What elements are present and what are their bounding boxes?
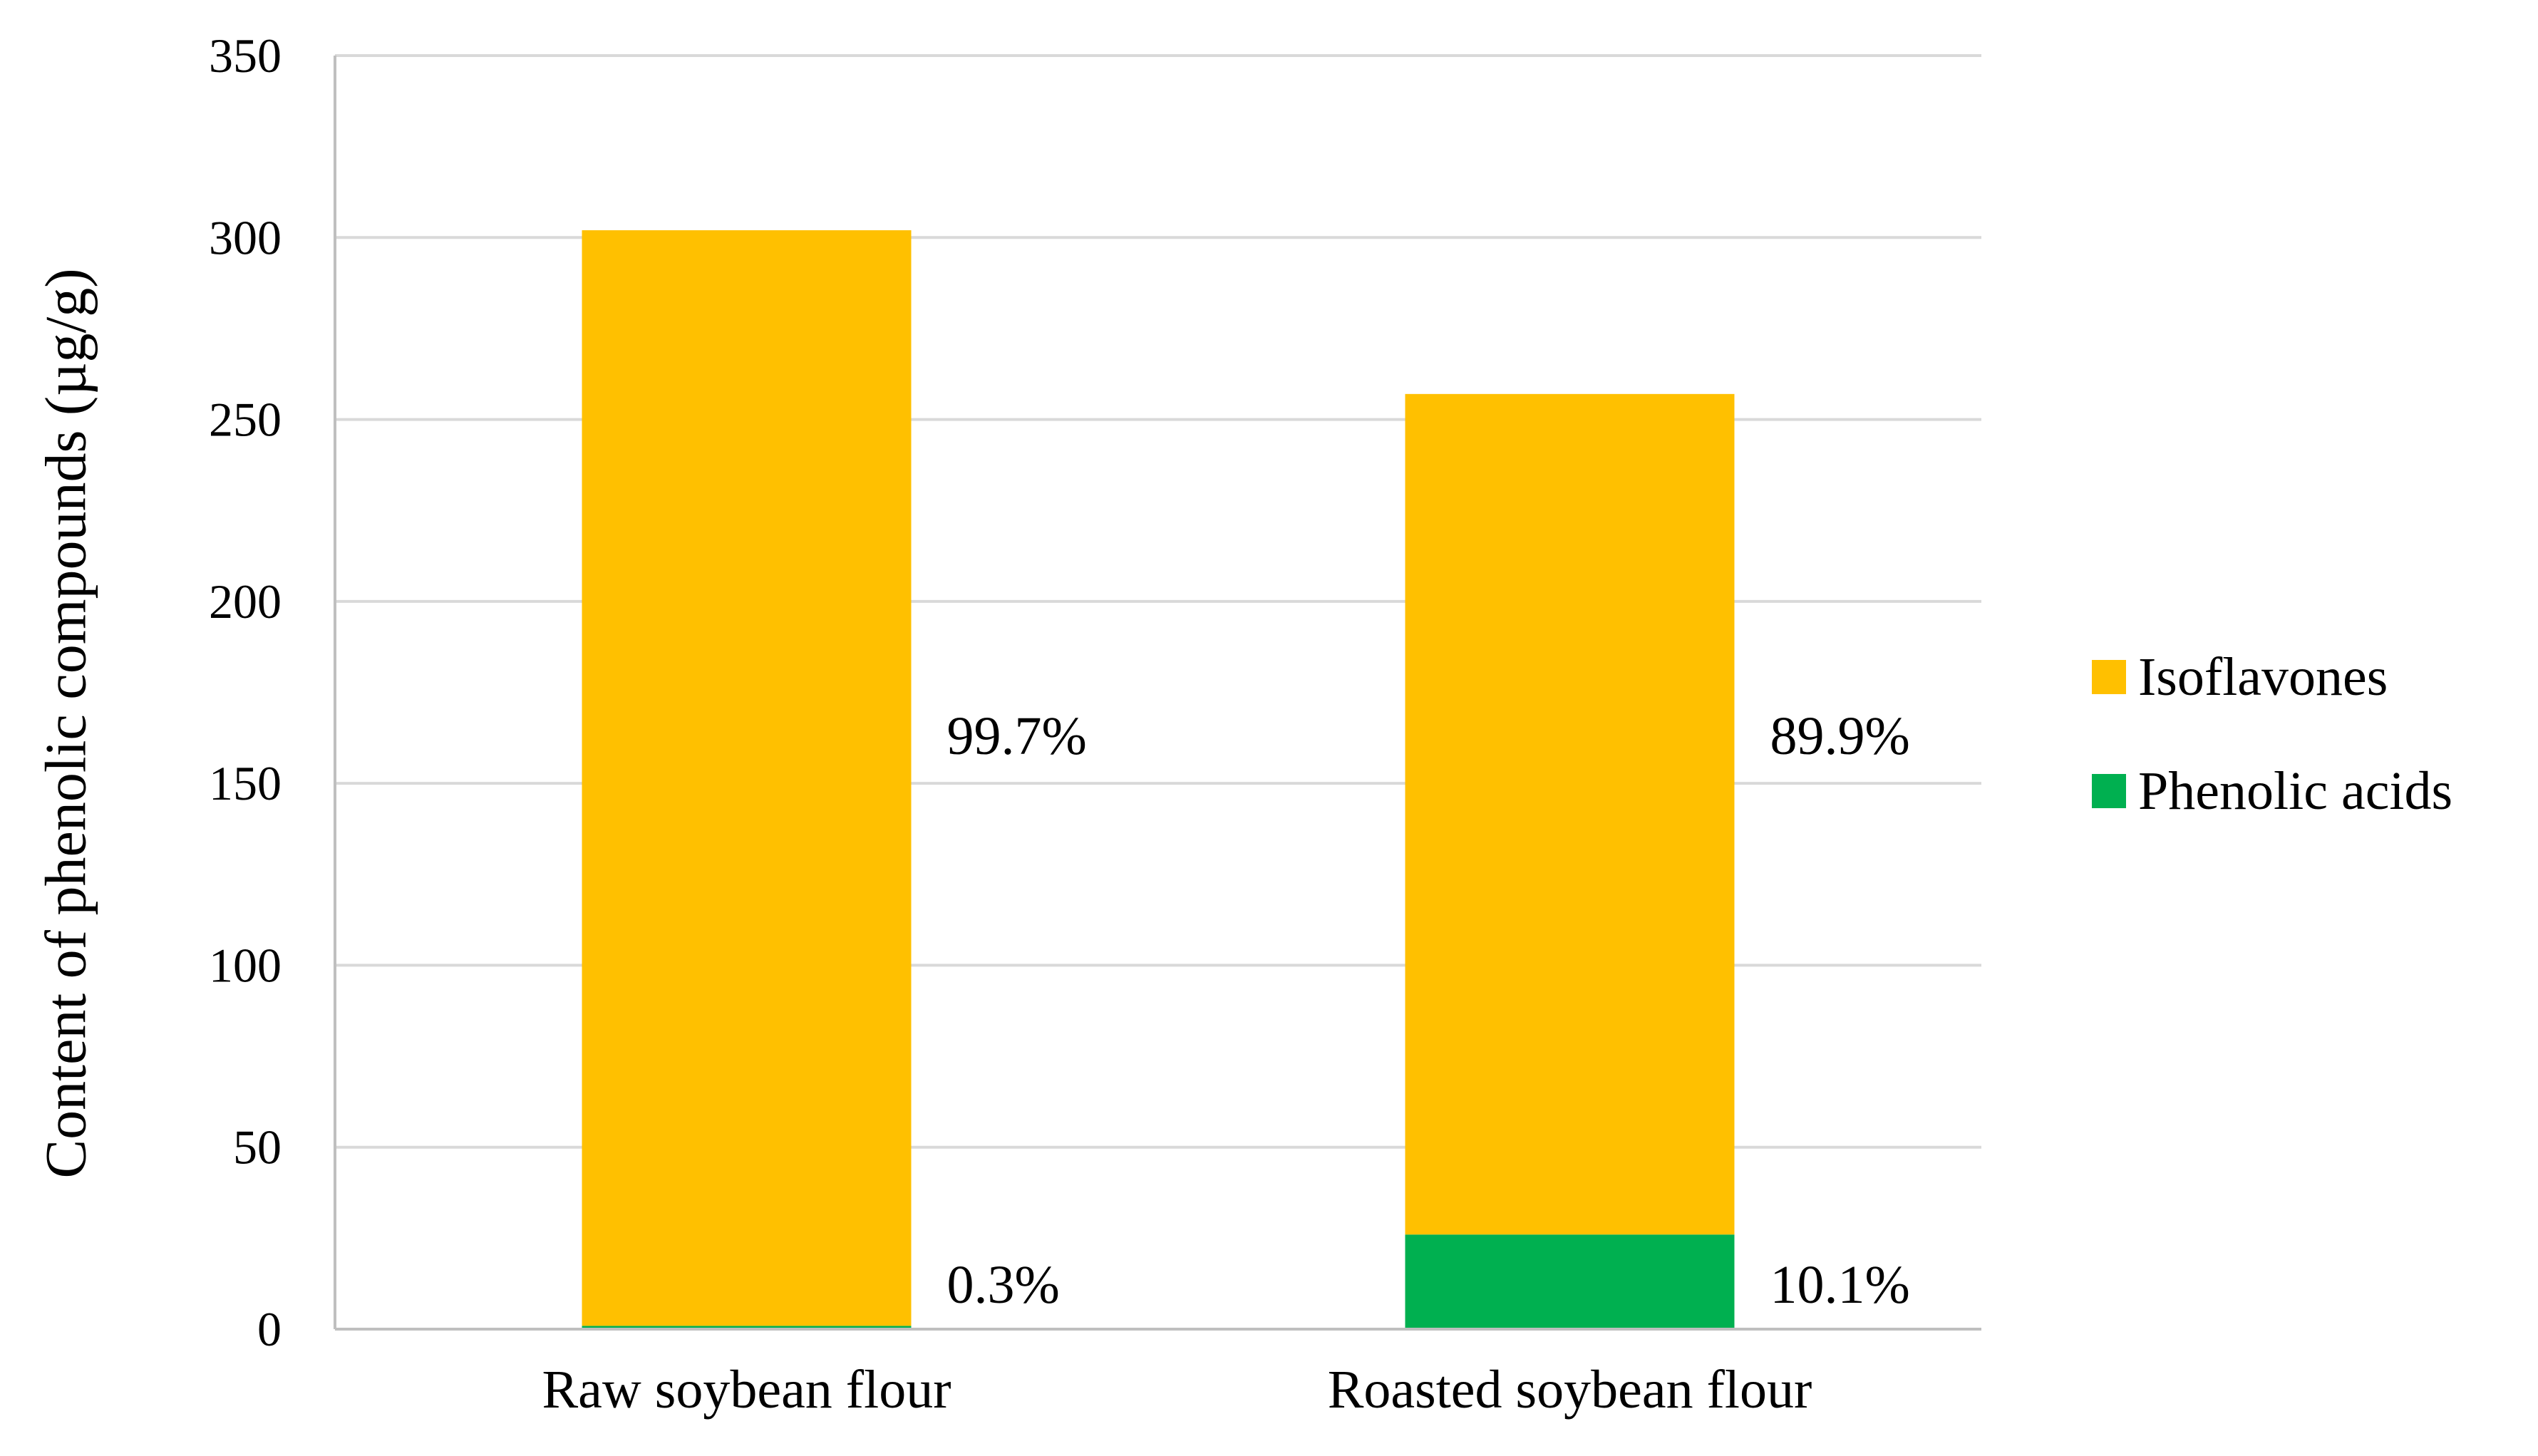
data-label-phenolic-acids-1: 10.1% <box>1770 1255 1910 1315</box>
bars <box>582 230 1735 1329</box>
legend-swatch-phenolic-acids <box>2092 774 2126 808</box>
data-labels: 0.3% 99.7% 10.1% 89.9% <box>947 706 1910 1315</box>
data-label-isoflavones-0: 99.7% <box>947 706 1087 766</box>
y-tick-label-300: 300 <box>209 210 282 264</box>
y-axis-title: Content of phenolic compounds (µg/g) <box>33 268 98 1178</box>
y-tick-label-350: 350 <box>209 29 282 83</box>
legend-swatch-isoflavones <box>2092 660 2126 694</box>
bar-phenolic-acids-0 <box>582 1326 912 1329</box>
y-tick-label-0: 0 <box>257 1302 282 1356</box>
x-tick-label-0: Raw soybean flour <box>542 1360 951 1420</box>
data-label-isoflavones-1: 89.9% <box>1770 706 1910 766</box>
legend-label-phenolic-acids: Phenolic acids <box>2138 761 2452 821</box>
bar-phenolic-acids-1 <box>1405 1234 1735 1329</box>
legend-label-isoflavones: Isoflavones <box>2138 647 2388 707</box>
bar-isoflavones-0 <box>582 230 912 1326</box>
y-tick-label-100: 100 <box>209 938 282 992</box>
data-label-phenolic-acids-0: 0.3% <box>947 1255 1060 1315</box>
axes: 0 50 100 150 200 250 300 350 Raw soybean flour Ro… <box>209 29 1981 1420</box>
bar-isoflavones-1 <box>1405 393 1735 1235</box>
y-tick-label-50: 50 <box>233 1120 282 1174</box>
y-tick-label-200: 200 <box>209 574 282 629</box>
y-tick-label-150: 150 <box>209 756 282 810</box>
legend: Isoflavones Phenolic acids <box>2092 647 2452 821</box>
y-tick-label-250: 250 <box>209 393 282 447</box>
x-tick-label-1: Roasted soybean flour <box>1328 1360 1812 1420</box>
